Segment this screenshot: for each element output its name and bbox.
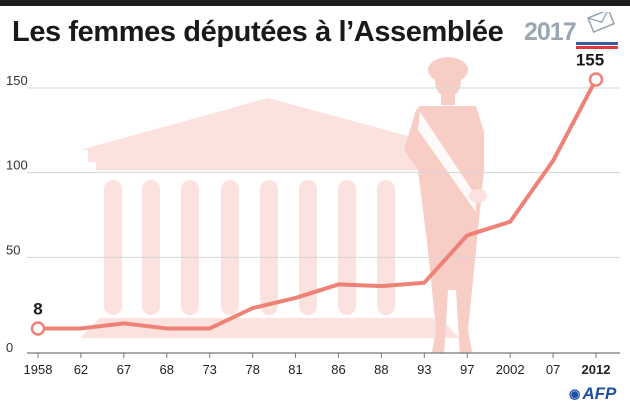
data-point (207, 326, 212, 331)
data-point (122, 321, 126, 326)
x-tick-label: 2002 (496, 362, 525, 377)
x-tick-label: 93 (417, 362, 431, 377)
data-label: 8 (33, 299, 42, 318)
source-logo: ◉ AFP (569, 384, 616, 404)
elections-2017-logo: 2017 (524, 12, 620, 52)
data-point (79, 326, 83, 331)
x-tick-label: 67 (117, 362, 131, 377)
top-rule (0, 0, 630, 6)
data-point (422, 280, 427, 285)
data-point (164, 326, 169, 331)
data-point (508, 219, 512, 224)
source-text: AFP (582, 384, 617, 403)
highlight-marker (30, 321, 46, 336)
afp-globe-icon: ◉ (569, 386, 581, 401)
data-point (293, 296, 298, 300)
y-tick-label: 100 (6, 158, 28, 173)
x-axis: 1958 62 67 68 73 78 81 86 88 93 97 2002 07 2012 (24, 353, 611, 377)
x-tick-label: 07 (546, 362, 560, 377)
x-tick-label: 86 (331, 362, 345, 377)
y-tick-label: 50 (6, 242, 20, 257)
woman-deputy-watermark (404, 57, 487, 354)
annotations: 8 155 (30, 50, 604, 336)
data-point (336, 282, 341, 287)
x-tick-label: 1958 (24, 362, 53, 377)
x-tick-label: 68 (160, 362, 174, 377)
series-women-deputies (36, 77, 598, 331)
data-point (250, 306, 255, 310)
x-tick-label: 62 (74, 362, 88, 377)
data-point (465, 233, 470, 238)
x-tick-label: 97 (460, 362, 474, 377)
data-point (379, 284, 384, 288)
data-point (551, 158, 555, 163)
highlight-marker (588, 72, 604, 87)
x-tick-label: 73 (202, 362, 216, 377)
chart-title: Les femmes députées à l’Assemblée (12, 16, 504, 48)
y-tick-label: 150 (6, 73, 28, 88)
y-axis: 0 50 100 150 (6, 73, 28, 355)
x-tick-label: 2012 (582, 362, 611, 377)
assembly-building-watermark (80, 98, 460, 338)
y-tick-label: 0 (6, 340, 13, 355)
x-tick-label: 78 (245, 362, 259, 377)
logo-year: 2017 (524, 18, 577, 46)
x-tick-label: 88 (374, 362, 388, 377)
series-line (36, 77, 598, 331)
ballot-envelope-icon (576, 12, 618, 49)
data-label: 155 (576, 50, 604, 69)
gridlines (27, 87, 620, 258)
x-tick-label: 81 (288, 362, 302, 377)
